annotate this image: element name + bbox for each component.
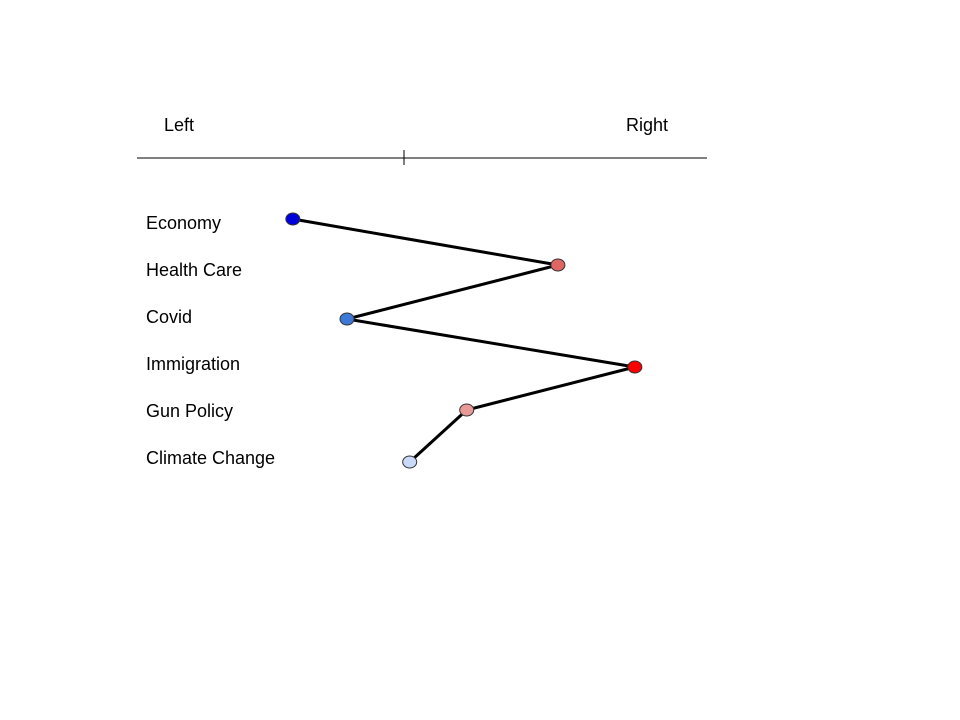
connector-lines <box>292 217 636 464</box>
issue-label-gun-policy: Gun Policy <box>146 401 234 421</box>
issue-label-immigration: Immigration <box>146 354 241 374</box>
connector-segment <box>408 408 468 464</box>
issue-marker-economy <box>285 212 301 226</box>
issue-marker-immigration <box>627 360 643 374</box>
issue-label-covid: Covid <box>146 307 193 327</box>
axis-label-left: Left <box>164 115 195 135</box>
connector-segment <box>292 217 559 267</box>
issue-marker-health-care <box>550 258 566 272</box>
connector-segment <box>346 263 559 321</box>
issue-marker-covid <box>339 312 355 326</box>
issue-label-climate-change: Climate Change <box>146 448 276 468</box>
axis-label-right: Right <box>626 115 669 135</box>
issue-markers <box>285 212 643 469</box>
connector-segment <box>466 365 636 412</box>
issue-label-health-care: Health Care <box>146 260 243 280</box>
issue-label-economy: Economy <box>146 213 222 233</box>
issue-marker-climate-change <box>402 455 418 469</box>
issue-marker-gun-policy <box>459 403 475 417</box>
connector-segment <box>346 317 636 369</box>
